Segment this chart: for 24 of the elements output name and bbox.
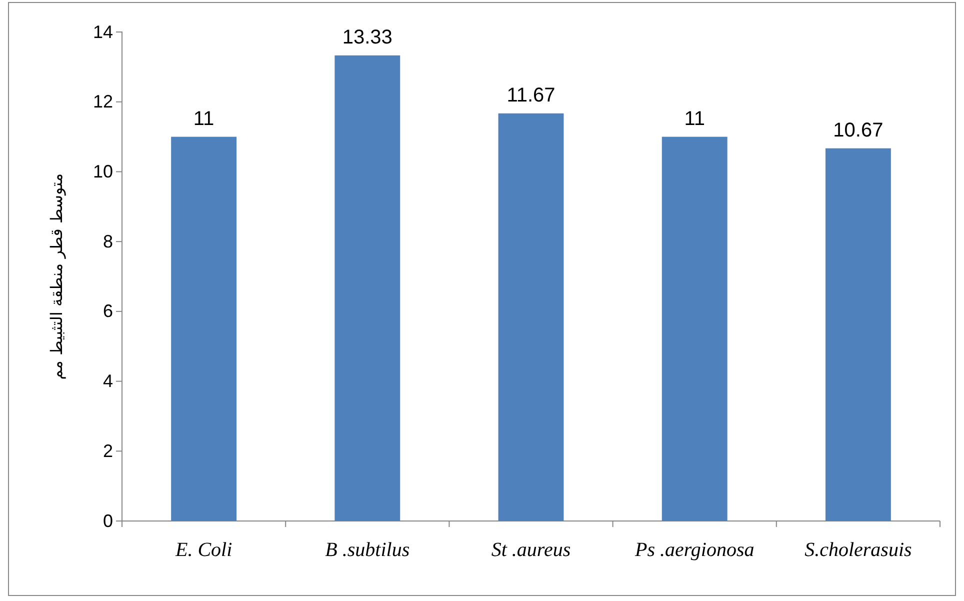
- bar: [334, 55, 400, 521]
- y-tick-label: 6: [102, 301, 113, 322]
- y-tick-label: 14: [92, 22, 113, 42]
- data-label: 10.67: [833, 119, 884, 142]
- data-label: 13.33: [342, 26, 392, 48]
- y-tick-label: 12: [92, 92, 113, 112]
- data-label: 11: [684, 108, 705, 130]
- x-tick-label: St .aureus: [491, 539, 571, 561]
- x-tick-label: B .subtilus: [325, 539, 410, 561]
- y-tick-label: 8: [102, 231, 113, 252]
- y-tick-label: 10: [92, 161, 113, 182]
- x-tick-label: E. Coli: [174, 539, 232, 561]
- x-tick-label: Ps .aergionosa: [634, 539, 754, 561]
- bar: [662, 136, 728, 521]
- x-tick-label: S.cholerasuis: [804, 539, 912, 561]
- y-axis-title: متوسط قطر منطقة التثبيط مم: [47, 173, 66, 380]
- y-tick-label: 2: [102, 440, 113, 461]
- bar: [171, 136, 237, 521]
- bar: [498, 113, 564, 521]
- data-label: 11: [193, 108, 214, 130]
- data-label: 11.67: [506, 84, 556, 106]
- bar: [825, 148, 891, 521]
- y-tick-label: 4: [102, 371, 113, 392]
- y-tick-label: 0: [102, 510, 113, 531]
